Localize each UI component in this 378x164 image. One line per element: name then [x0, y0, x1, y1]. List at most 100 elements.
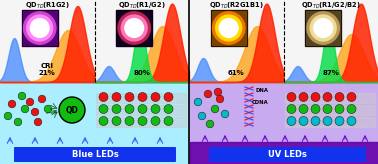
Bar	[285, 93, 375, 103]
Circle shape	[299, 92, 308, 102]
Circle shape	[99, 92, 108, 102]
Circle shape	[323, 116, 332, 125]
Circle shape	[314, 19, 333, 37]
Circle shape	[164, 116, 173, 125]
Text: QD$_{TD}$(R1/G2): QD$_{TD}$(R1/G2)	[118, 1, 166, 11]
Circle shape	[212, 12, 245, 44]
Circle shape	[18, 92, 26, 100]
Circle shape	[14, 118, 22, 126]
Text: 87%: 87%	[322, 70, 339, 76]
Bar	[305, 10, 341, 46]
Circle shape	[151, 92, 160, 102]
Circle shape	[206, 120, 214, 128]
Circle shape	[125, 104, 134, 113]
Bar	[96, 117, 186, 127]
Circle shape	[34, 118, 42, 126]
Bar	[285, 105, 375, 115]
Text: Blue LEDs: Blue LEDs	[71, 150, 118, 159]
Text: CDNA: CDNA	[252, 100, 269, 105]
Circle shape	[27, 15, 53, 41]
Circle shape	[31, 108, 39, 116]
Circle shape	[310, 15, 336, 41]
Circle shape	[121, 15, 147, 41]
Circle shape	[30, 19, 49, 37]
Circle shape	[138, 116, 147, 125]
Circle shape	[323, 92, 332, 102]
Bar	[0, 0, 378, 82]
Circle shape	[347, 116, 356, 125]
Circle shape	[299, 104, 308, 113]
Circle shape	[221, 110, 229, 118]
Bar	[116, 10, 152, 46]
FancyBboxPatch shape	[14, 147, 176, 162]
Circle shape	[112, 104, 121, 113]
Circle shape	[125, 19, 144, 37]
Circle shape	[347, 104, 356, 113]
Circle shape	[311, 92, 320, 102]
Circle shape	[287, 116, 296, 125]
Circle shape	[311, 116, 320, 125]
Circle shape	[335, 92, 344, 102]
Circle shape	[151, 104, 160, 113]
Circle shape	[216, 15, 242, 41]
Text: 61%: 61%	[228, 70, 245, 76]
Circle shape	[138, 104, 147, 113]
Circle shape	[194, 98, 202, 106]
Circle shape	[164, 104, 173, 113]
Circle shape	[164, 92, 173, 102]
Circle shape	[216, 95, 224, 103]
Text: QD$_{TD}$(R1/G2/B2): QD$_{TD}$(R1/G2/B2)	[301, 1, 361, 11]
Circle shape	[118, 12, 150, 44]
Text: DNA: DNA	[255, 88, 268, 93]
Text: QD$_{TD}$(R1G2): QD$_{TD}$(R1G2)	[25, 1, 70, 11]
FancyBboxPatch shape	[209, 147, 366, 162]
Circle shape	[112, 116, 121, 125]
Circle shape	[8, 100, 16, 108]
Circle shape	[347, 92, 356, 102]
Circle shape	[335, 104, 344, 113]
Circle shape	[151, 116, 160, 125]
Circle shape	[307, 12, 339, 44]
Circle shape	[287, 104, 296, 113]
Circle shape	[44, 105, 52, 113]
Circle shape	[23, 12, 56, 44]
Circle shape	[323, 104, 332, 113]
Circle shape	[219, 19, 238, 37]
Bar	[211, 10, 247, 46]
Circle shape	[335, 116, 344, 125]
Circle shape	[214, 88, 222, 96]
Text: UV LEDs: UV LEDs	[268, 150, 307, 159]
Bar	[22, 10, 58, 46]
Bar	[285, 117, 375, 127]
Circle shape	[125, 116, 134, 125]
Text: CRI
21%: CRI 21%	[39, 63, 56, 76]
Circle shape	[99, 104, 108, 113]
Text: QD$_{TD}$(R2G1B1): QD$_{TD}$(R2G1B1)	[209, 1, 263, 11]
Bar	[305, 10, 341, 46]
Circle shape	[311, 104, 320, 113]
Circle shape	[138, 92, 147, 102]
Bar	[189, 82, 378, 164]
Bar	[22, 10, 58, 46]
Bar	[190, 142, 378, 164]
Bar	[116, 10, 152, 46]
Circle shape	[26, 98, 34, 106]
Circle shape	[299, 116, 308, 125]
Circle shape	[287, 92, 296, 102]
Circle shape	[4, 112, 12, 120]
Bar	[96, 93, 186, 103]
Circle shape	[125, 92, 134, 102]
Circle shape	[204, 90, 212, 98]
Circle shape	[21, 105, 29, 113]
Circle shape	[38, 95, 46, 103]
Text: QD: QD	[65, 105, 79, 114]
Text: 80%: 80%	[133, 70, 150, 76]
Bar	[211, 10, 247, 46]
Circle shape	[211, 105, 219, 113]
Circle shape	[198, 112, 206, 120]
Bar	[0, 82, 189, 164]
Circle shape	[112, 92, 121, 102]
Circle shape	[99, 116, 108, 125]
Bar	[96, 105, 186, 115]
Circle shape	[59, 97, 85, 123]
